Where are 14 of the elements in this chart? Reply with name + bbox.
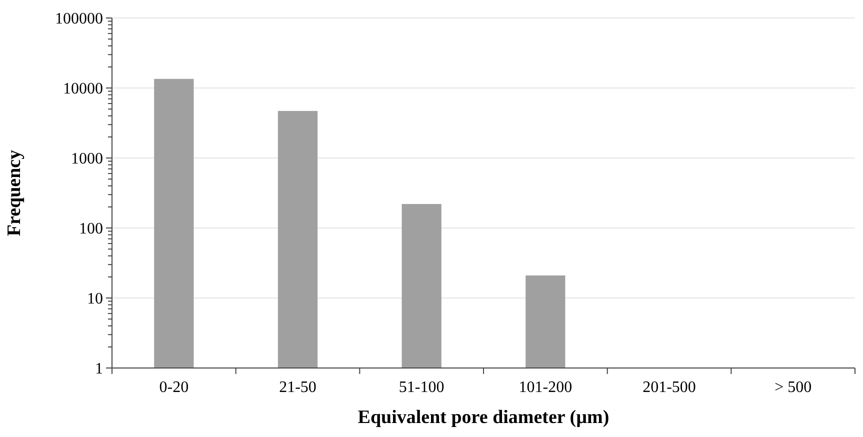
y-tick-label: 1000 bbox=[71, 150, 103, 168]
y-tick-label: 100000 bbox=[55, 10, 103, 28]
y-tick-label: 1 bbox=[95, 360, 103, 378]
y-tick-label: 10 bbox=[87, 290, 103, 308]
x-tick-label: > 500 bbox=[774, 379, 812, 396]
y-axis-title: Frequency bbox=[4, 149, 25, 236]
x-tick-label: 101-200 bbox=[518, 379, 572, 396]
y-tick-label: 10000 bbox=[63, 80, 103, 98]
y-tick-label: 100 bbox=[79, 220, 103, 238]
x-axis-title: Equivalent pore diameter (µm) bbox=[358, 407, 610, 428]
x-tick-label: 51-100 bbox=[398, 379, 444, 396]
x-tick-label: 21-50 bbox=[279, 379, 316, 396]
x-tick-label: 0-20 bbox=[159, 379, 189, 396]
x-tick-label: 201-500 bbox=[642, 379, 696, 396]
